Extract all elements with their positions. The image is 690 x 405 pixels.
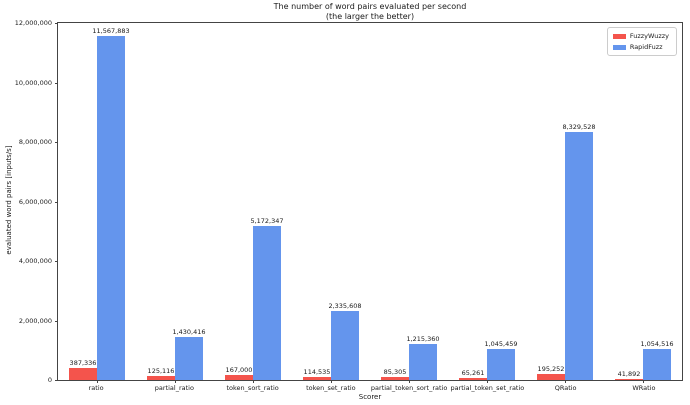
bar-value-label: 1,430,416	[172, 328, 206, 336]
bar-fuzzywuzzy-partial_token_set_ratio: 65,261	[459, 369, 487, 380]
y-tick-mark	[55, 320, 58, 322]
legend-label: FuzzyWuzzy	[629, 32, 669, 40]
y-tick-mark	[55, 23, 58, 24]
y-tick-mark	[55, 380, 58, 381]
bar-value-label: 5,172,347	[250, 217, 284, 225]
x-tick-label-QRatio: QRatio	[554, 384, 577, 392]
bar-value-label: 8,329,528	[562, 123, 596, 131]
legend: FuzzyWuzzy RapidFuzz	[606, 27, 677, 56]
legend-item-fuzzywuzzy: FuzzyWuzzy	[612, 32, 669, 40]
y-tick-mark	[55, 261, 58, 262]
x-tick-label-token_sort_ratio: token_sort_ratio	[226, 384, 279, 392]
bar-fuzzywuzzy-partial_token_sort_ratio: 85,305	[381, 368, 409, 380]
x-tick-label-token_set_ratio: token_set_ratio	[306, 384, 356, 392]
y-tick-label: 10,000,000	[14, 78, 52, 87]
x-tick-mark	[643, 380, 644, 383]
x-tick-label-partial_token_set_ratio: partial_token_set_ratio	[450, 384, 525, 392]
bar-value-label: 125,116	[147, 367, 175, 375]
bar-rapidfuzz-ratio: 11,567,883	[92, 27, 130, 380]
chart-subtitle: (the larger the better)	[325, 12, 415, 21]
bar-rapidfuzz-token_sort_ratio: 5,172,347	[250, 217, 284, 380]
x-tick-mark	[565, 380, 566, 383]
bar-rapidfuzz-WRatio: 1,054,516	[640, 340, 674, 380]
bar-value-label: 167,000	[225, 366, 253, 374]
x-tick-labels: ratio partial_ratio token_sort_ratio token_…	[57, 384, 683, 392]
bar-rapidfuzz-token_set_ratio: 2,335,608	[328, 302, 362, 380]
bar-value-label: 2,335,608	[328, 302, 362, 310]
y-axis-label: evaluated word pairs [inputs/s]	[5, 145, 13, 255]
bar-fuzzywuzzy-partial_ratio: 125,116	[147, 367, 175, 380]
y-tick-mark	[55, 82, 58, 84]
bar-rapidfuzz-partial_token_set_ratio: 1,045,459	[484, 340, 518, 380]
x-tick-mark	[331, 380, 332, 383]
bar-groups: 387,336 11,567,883 125,116 1,430,416 167,000…	[58, 23, 682, 380]
legend-swatch-icon	[612, 44, 626, 50]
bar-value-label: 65,261	[461, 369, 485, 377]
bar-rapidfuzz-partial_token_sort_ratio: 1,215,360	[406, 335, 440, 380]
x-tick-label-partial_ratio: partial_ratio	[154, 384, 194, 392]
bar-group-ratio: 387,336 11,567,883	[58, 23, 136, 380]
chart-title-block: The number of word pairs evaluated per s…	[57, 2, 683, 21]
bar-group-partial_token_set_ratio: 65,261 1,045,459	[448, 23, 526, 380]
x-tick-label-partial_token_sort_ratio: partial_token_sort_ratio	[370, 384, 448, 392]
y-tick-label: 12,000,000	[14, 19, 52, 27]
y-tick-mark	[55, 201, 58, 203]
bar-rapidfuzz-partial_ratio: 1,430,416	[172, 328, 206, 380]
x-axis-label: Scorer	[358, 393, 382, 401]
bar-group-QRatio: 195,252 8,329,528	[526, 23, 604, 380]
bar-fuzzywuzzy-ratio: 387,336	[69, 359, 97, 380]
bar-value-label: 195,252	[537, 365, 565, 373]
bar-value-label: 1,054,516	[640, 340, 674, 348]
bar-rapidfuzz-QRatio: 8,329,528	[562, 123, 596, 380]
bar-group-WRatio: 41,892 1,054,516	[604, 23, 682, 380]
y-tick-label: 8,000,000	[18, 138, 52, 146]
bar-value-label: 114,535	[303, 368, 331, 376]
x-tick-mark	[253, 380, 254, 383]
bar-value-label: 41,892	[617, 370, 641, 378]
bar-group-token_set_ratio: 114,535 2,335,608	[292, 23, 370, 380]
bar-group-partial_token_sort_ratio: 85,305 1,215,360	[370, 23, 448, 380]
bar-fuzzywuzzy-WRatio: 41,892	[615, 370, 643, 380]
legend-swatch-icon	[612, 33, 626, 39]
chart-title: The number of word pairs evaluated per s…	[273, 2, 467, 11]
x-tick-label-WRatio: WRatio	[632, 384, 656, 392]
bar-group-token_sort_ratio: 167,000 5,172,347	[214, 23, 292, 380]
y-tick-mark	[55, 142, 58, 143]
x-tick-mark	[409, 380, 410, 383]
y-tick-label: 6,000,000	[18, 197, 52, 206]
x-tick-mark	[487, 380, 488, 383]
bar-value-label: 387,336	[69, 359, 97, 367]
bar-group-partial_ratio: 125,116 1,430,416	[136, 23, 214, 380]
y-tick-label: 0	[47, 376, 52, 384]
y-tick-label: 4,000,000	[18, 257, 52, 265]
bar-value-label: 1,215,360	[406, 335, 440, 343]
bar-value-label: 85,305	[383, 368, 407, 376]
bar-value-label: 11,567,883	[92, 27, 130, 35]
bar-value-label: 1,045,459	[484, 340, 518, 348]
bar-fuzzywuzzy-token_sort_ratio: 167,000	[225, 366, 253, 380]
legend-label: RapidFuzz	[629, 43, 663, 51]
x-tick-mark	[175, 380, 176, 383]
plot-area: 0 2,000,000 4,000,000 6,000,000 8,000,000 10,…	[15, 19, 683, 384]
x-tick-mark	[97, 380, 98, 383]
x-tick-label-ratio: ratio	[88, 384, 104, 392]
y-tick-label: 2,000,000	[18, 316, 52, 325]
bar-fuzzywuzzy-QRatio: 195,252	[537, 365, 565, 380]
legend-item-rapidfuzz: RapidFuzz	[612, 43, 669, 51]
bar-fuzzywuzzy-token_set_ratio: 114,535	[303, 368, 331, 380]
